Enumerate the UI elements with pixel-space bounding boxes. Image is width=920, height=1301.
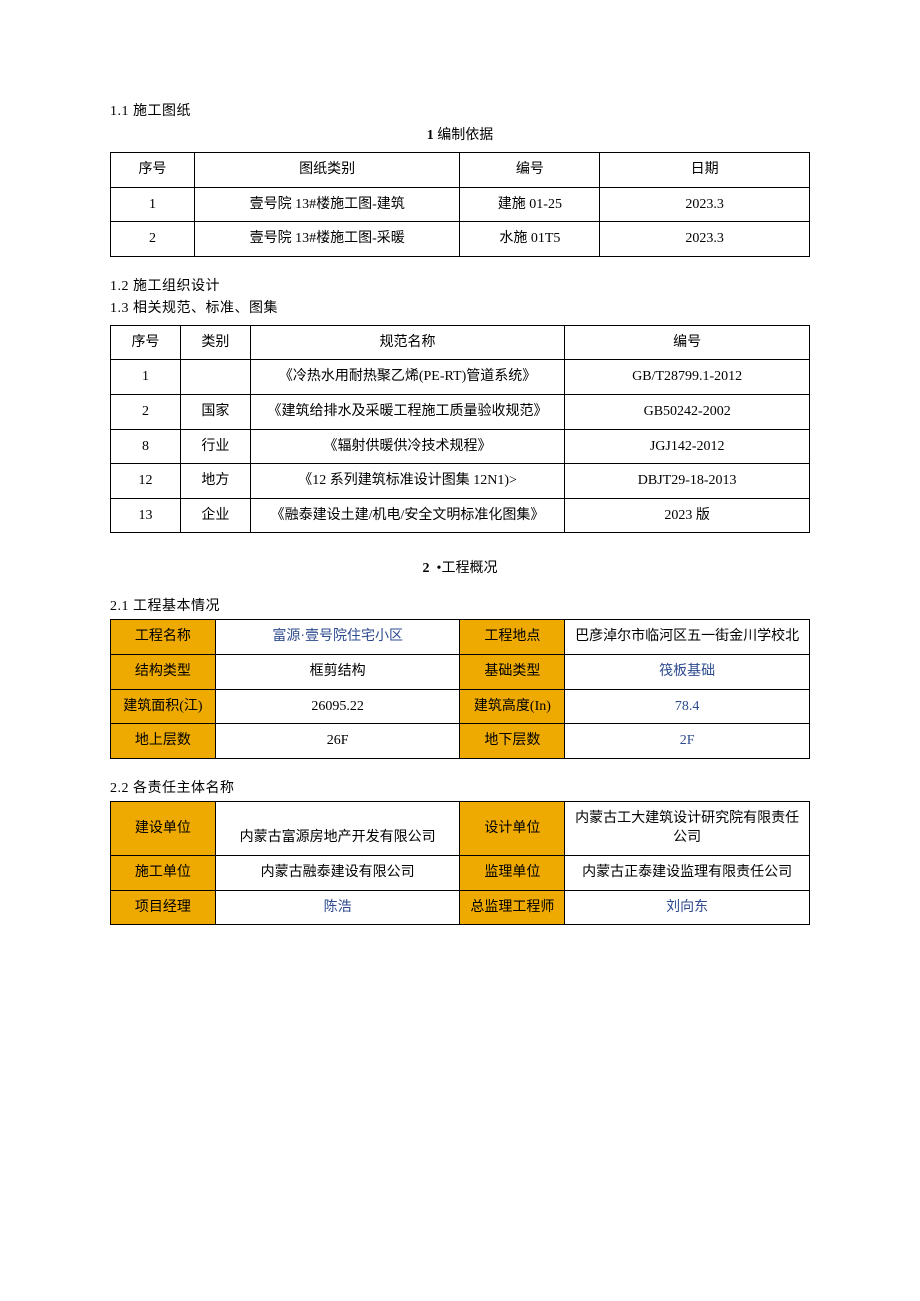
table-row: 结构类型 框剪结构 基础类型 筏板基础 — [111, 654, 810, 689]
key-cell: 监理单位 — [460, 855, 565, 890]
cell: GB50242-2002 — [565, 394, 810, 429]
value-cell: 陈浩 — [215, 890, 460, 925]
cell: 壹号院 13#楼施工图-采暖 — [194, 222, 460, 257]
value-cell: 筏板基础 — [565, 654, 810, 689]
table-row: 地上层数 26F 地下层数 2F — [111, 724, 810, 759]
table-row: 2 壹号院 13#楼施工图-采暖 水施 01T5 2023.3 — [111, 222, 810, 257]
key-cell: 总监理工程师 — [460, 890, 565, 925]
cell: 国家 — [180, 394, 250, 429]
cell: 建施 01-25 — [460, 187, 600, 222]
col-header: 序号 — [111, 153, 195, 188]
value-cell: 78.4 — [565, 689, 810, 724]
key-cell: 工程地点 — [460, 620, 565, 655]
value-cell: 26F — [215, 724, 460, 759]
key-cell: 项目经理 — [111, 890, 216, 925]
standards-table: 序号 类别 规范名称 编号 1 《冷热水用耐热聚乙烯(PE-RT)管道系统》 G… — [110, 325, 810, 534]
value-cell: 巴彦淖尔市临河区五一街金川学校北 — [565, 620, 810, 655]
cell: 1 — [111, 360, 181, 395]
table-row: 建筑面积(江) 26095.22 建筑高度(In) 78.4 — [111, 689, 810, 724]
section-1-3-title: 1.3 相关规范、标准、图集 — [110, 297, 810, 317]
value-cell: 2F — [565, 724, 810, 759]
key-cell: 设计单位 — [460, 801, 565, 855]
cell: 2 — [111, 394, 181, 429]
table-row: 2 国家 《建筑给排水及采暖工程施工质量验收规范》 GB50242-2002 — [111, 394, 810, 429]
table-row: 序号 图纸类别 编号 日期 — [111, 153, 810, 188]
value-cell: 内蒙古正泰建设监理有限责任公司 — [565, 855, 810, 890]
key-cell: 建设单位 — [111, 801, 216, 855]
col-header: 图纸类别 — [194, 153, 460, 188]
table-row: 8 行业 《辐射供暖供冷技术规程》 JGJ142-2012 — [111, 429, 810, 464]
section-header-1-num: 1 — [427, 128, 434, 143]
table-row: 13 企业 《融泰建设土建/机电/安全文明标准化图集》 2023 版 — [111, 498, 810, 533]
cell: DBJT29-18-2013 — [565, 464, 810, 499]
cell: 2 — [111, 222, 195, 257]
cell: 2023.3 — [600, 222, 810, 257]
col-header: 编号 — [460, 153, 600, 188]
section-header-1-text: 编制依据 — [437, 128, 493, 143]
project-info-table: 工程名称 富源·壹号院住宅小区 工程地点 巴彦淖尔市临河区五一街金川学校北 结构… — [110, 619, 810, 758]
key-cell: 施工单位 — [111, 855, 216, 890]
section-header-1: 1 编制依据 — [110, 124, 810, 144]
key-cell: 地下层数 — [460, 724, 565, 759]
key-cell: 基础类型 — [460, 654, 565, 689]
value-cell: 内蒙古工大建筑设计研究院有限责任公司 — [565, 801, 810, 855]
value-cell: 内蒙古融泰建设有限公司 — [215, 855, 460, 890]
section-2-2-title: 2.2 各责任主体名称 — [110, 777, 810, 797]
col-header: 日期 — [600, 153, 810, 188]
key-cell: 建筑高度(In) — [460, 689, 565, 724]
cell: 2023 版 — [565, 498, 810, 533]
cell: GB/T28799.1-2012 — [565, 360, 810, 395]
table-row: 施工单位 内蒙古融泰建设有限公司 监理单位 内蒙古正泰建设监理有限责任公司 — [111, 855, 810, 890]
cell: 《融泰建设土建/机电/安全文明标准化图集》 — [250, 498, 565, 533]
table-row: 12 地方 《12 系列建筑标准设计图集 12N1)> DBJT29-18-20… — [111, 464, 810, 499]
drawings-table: 序号 图纸类别 编号 日期 1 壹号院 13#楼施工图-建筑 建施 01-25 … — [110, 152, 810, 257]
cell: 8 — [111, 429, 181, 464]
cell: 《冷热水用耐热聚乙烯(PE-RT)管道系统》 — [250, 360, 565, 395]
table-row: 项目经理 陈浩 总监理工程师 刘向东 — [111, 890, 810, 925]
value-cell: 内蒙古富源房地产开发有限公司 — [215, 801, 460, 855]
table-row: 1 《冷热水用耐热聚乙烯(PE-RT)管道系统》 GB/T28799.1-201… — [111, 360, 810, 395]
section-header-2: 2 •工程概况 — [110, 557, 810, 577]
cell — [180, 360, 250, 395]
key-cell: 工程名称 — [111, 620, 216, 655]
table-row: 序号 类别 规范名称 编号 — [111, 325, 810, 360]
cell: 《建筑给排水及采暖工程施工质量验收规范》 — [250, 394, 565, 429]
parties-table: 建设单位 内蒙古富源房地产开发有限公司 设计单位 内蒙古工大建筑设计研究院有限责… — [110, 801, 810, 925]
col-header: 规范名称 — [250, 325, 565, 360]
value-cell: 框剪结构 — [215, 654, 460, 689]
cell: 1 — [111, 187, 195, 222]
col-header: 类别 — [180, 325, 250, 360]
key-cell: 地上层数 — [111, 724, 216, 759]
col-header: 序号 — [111, 325, 181, 360]
value-cell: 26095.22 — [215, 689, 460, 724]
section-header-2-num: 2 — [423, 561, 430, 576]
cell: JGJ142-2012 — [565, 429, 810, 464]
key-cell: 结构类型 — [111, 654, 216, 689]
col-header: 编号 — [565, 325, 810, 360]
table-row: 工程名称 富源·壹号院住宅小区 工程地点 巴彦淖尔市临河区五一街金川学校北 — [111, 620, 810, 655]
cell: 行业 — [180, 429, 250, 464]
section-1-2-title: 1.2 施工组织设计 — [110, 275, 810, 295]
cell: 企业 — [180, 498, 250, 533]
value-cell: 富源·壹号院住宅小区 — [215, 620, 460, 655]
cell: 壹号院 13#楼施工图-建筑 — [194, 187, 460, 222]
value-cell: 刘向东 — [565, 890, 810, 925]
section-2-1-title: 2.1 工程基本情况 — [110, 595, 810, 615]
cell: 13 — [111, 498, 181, 533]
table-row: 1 壹号院 13#楼施工图-建筑 建施 01-25 2023.3 — [111, 187, 810, 222]
cell: 《12 系列建筑标准设计图集 12N1)> — [250, 464, 565, 499]
cell: 水施 01T5 — [460, 222, 600, 257]
cell: 地方 — [180, 464, 250, 499]
cell: 《辐射供暖供冷技术规程》 — [250, 429, 565, 464]
section-1-1-title: 1.1 施工图纸 — [110, 100, 810, 120]
cell: 12 — [111, 464, 181, 499]
cell: 2023.3 — [600, 187, 810, 222]
key-cell: 建筑面积(江) — [111, 689, 216, 724]
table-row: 建设单位 内蒙古富源房地产开发有限公司 设计单位 内蒙古工大建筑设计研究院有限责… — [111, 801, 810, 855]
section-header-2-text: 工程概况 — [441, 561, 497, 576]
